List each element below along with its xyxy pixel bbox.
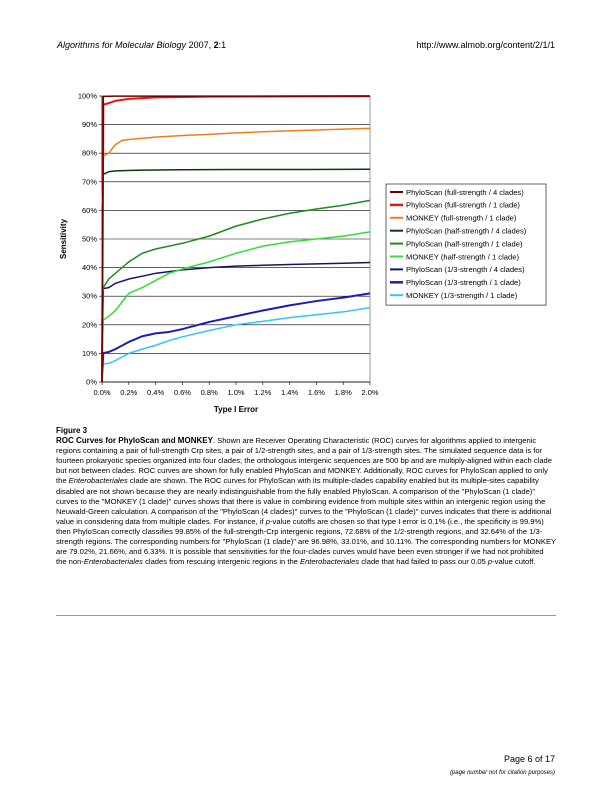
x-tick-label: 0.6% bbox=[174, 388, 191, 397]
caption-part: . Shown are Receiver Operating Character… bbox=[56, 436, 553, 486]
journal-name: Algorithms for Molecular Biology bbox=[57, 40, 187, 50]
y-tick-label: 100% bbox=[78, 92, 98, 101]
y-axis-title: Sensitivity bbox=[59, 218, 68, 259]
x-tick-label: 2.0% bbox=[361, 388, 378, 397]
series-line bbox=[101, 168, 371, 211]
figure-title: ROC Curves for PhyloScan and MONKEY bbox=[56, 436, 213, 446]
x-tick-label: 1.4% bbox=[281, 388, 298, 397]
legend-label: PhyloScan (half-strength / 4 clades) bbox=[406, 227, 527, 236]
x-tick-label: 0.8% bbox=[201, 388, 218, 397]
x-tick-label: 1.6% bbox=[308, 388, 325, 397]
page-number-note: (page number not for citation purposes) bbox=[449, 770, 555, 776]
figure-caption: Figure 3 ROC Curves for PhyloScan and MO… bbox=[56, 426, 556, 567]
figure-label: Figure 3 bbox=[56, 426, 88, 435]
caption-italic: p bbox=[265, 516, 271, 526]
roc-chart: 0% 10% 20% 30% 40% 50% 60% 70% 80% 90% 100% 0.0% 0.2… bbox=[59, 92, 547, 414]
figure-caption-text: ROC Curves for PhyloScan and MONKEY. Sho… bbox=[56, 436, 556, 567]
legend-box bbox=[385, 183, 547, 306]
series-line bbox=[101, 292, 371, 377]
journal-year: 2007, bbox=[186, 40, 214, 50]
legend-label: MONKEY (1/3-strength / 1 clade) bbox=[406, 291, 518, 300]
caption-part: clade that had failed to pass our 0.05 bbox=[359, 557, 488, 567]
legend-label: MONKEY (half-strength / 1 clade) bbox=[406, 252, 519, 261]
legend-label: PhyloScan (full-strength / 4 clades) bbox=[406, 188, 524, 197]
x-tick-label: 0.4% bbox=[147, 388, 164, 397]
series-line bbox=[101, 306, 371, 377]
journal-issue: :1 bbox=[218, 40, 227, 50]
series-line bbox=[101, 261, 371, 354]
series-line bbox=[101, 199, 371, 325]
series-line bbox=[101, 127, 371, 211]
running-header-citation: Algorithms for Molecular Biology 2007, 2… bbox=[57, 40, 226, 50]
page-number: Page 6 of 17 bbox=[503, 754, 555, 764]
series-line bbox=[101, 231, 371, 354]
y-tick-label: 0% bbox=[86, 378, 97, 387]
y-tick-label: 10% bbox=[82, 349, 97, 358]
x-tick-label: 1.0% bbox=[227, 388, 244, 397]
y-tick-label: 20% bbox=[82, 320, 97, 329]
series-line bbox=[101, 95, 371, 383]
caption-italic: Enterobacteriales bbox=[83, 557, 143, 567]
y-tick-label: 80% bbox=[82, 149, 97, 158]
y-tick-label: 70% bbox=[82, 177, 97, 186]
caption-italic: p bbox=[487, 557, 493, 567]
legend-label: PhyloScan (half-strength / 1 clade) bbox=[406, 239, 523, 248]
caption-divider bbox=[56, 615, 556, 616]
x-tick-label: 1.8% bbox=[335, 388, 352, 397]
caption-italic: Enterobacteriales bbox=[68, 476, 128, 486]
legend-label: PhyloScan (1/3-strength / 4 clades) bbox=[406, 265, 525, 274]
y-tick-label: 60% bbox=[82, 206, 97, 215]
legend-label: MONKEY (full-strength / 1 clade) bbox=[406, 214, 517, 223]
legend-label: PhyloScan (1/3-strength / 1 clade) bbox=[406, 278, 521, 287]
journal-volume: 2 bbox=[213, 40, 219, 50]
y-tick-label: 90% bbox=[82, 120, 97, 129]
caption-part: -value cutoff. bbox=[492, 557, 536, 567]
x-tick-label: 1.2% bbox=[254, 388, 271, 397]
y-tick-label: 50% bbox=[82, 235, 97, 244]
running-header-url[interactable]: http://www.almob.org/content/2/1/1 bbox=[416, 40, 555, 50]
caption-part: -value cutoffs are chosen so that type I… bbox=[56, 516, 556, 567]
x-tick-label: 0.2% bbox=[120, 388, 137, 397]
x-tick-label: 0.0% bbox=[93, 388, 110, 397]
caption-part: clade are shown. The ROC curves for Phyl… bbox=[56, 476, 552, 526]
y-tick-label: 30% bbox=[82, 292, 97, 301]
legend-label: PhyloScan (full-strength / 1 clade) bbox=[406, 201, 520, 210]
x-axis-title: Type I Error bbox=[214, 405, 258, 414]
caption-italic: Enterobacteriales bbox=[300, 557, 360, 567]
caption-part: clades from rescuing intergenic regions … bbox=[142, 557, 301, 567]
y-tick-label: 40% bbox=[82, 263, 97, 272]
